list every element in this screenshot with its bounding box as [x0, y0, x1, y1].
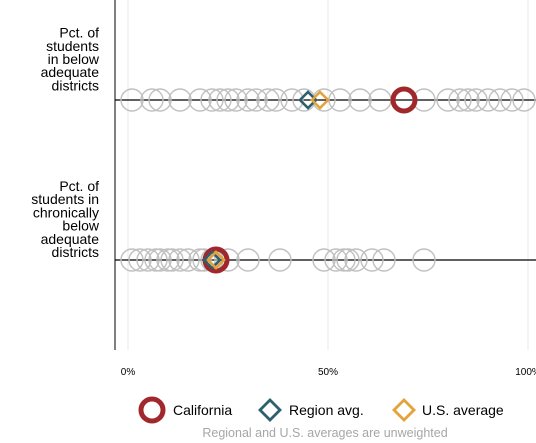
x-tick-label: 50%: [318, 367, 338, 378]
state-point: [360, 248, 384, 272]
legend-california-marker: [138, 396, 166, 424]
state-point: [448, 88, 472, 112]
state-point: [336, 248, 360, 272]
state-point: [192, 248, 216, 272]
category-label-line: students in: [31, 191, 99, 207]
state-point: [312, 248, 336, 272]
category-label-line: districts: [52, 244, 99, 260]
state-point: [436, 88, 460, 112]
category-label-line: below: [62, 218, 99, 234]
state-point: [120, 88, 144, 112]
state-point: [268, 248, 292, 272]
state-point: [224, 88, 248, 112]
region-avg-point: [202, 250, 222, 270]
state-point: [332, 248, 356, 272]
state-point: [148, 248, 172, 272]
legend-diamond-marker: [392, 398, 416, 422]
state-point: [176, 248, 200, 272]
state-point: [324, 248, 348, 272]
category-label-line: Pct. of: [59, 178, 99, 194]
category-label-line: adequate: [41, 231, 100, 247]
state-point: [244, 88, 268, 112]
state-point: [500, 88, 524, 112]
state-point: [264, 88, 288, 112]
grid-layer: [127, 0, 529, 350]
chart-note: Regional and U.S. averages are unweighte…: [202, 426, 447, 440]
state-point: [216, 88, 240, 112]
x-tick-label: 0%: [121, 367, 136, 378]
state-point: [140, 88, 164, 112]
state-point: [236, 88, 260, 112]
us-average-point: [206, 250, 226, 270]
state-point: [488, 88, 512, 112]
state-point: [156, 248, 180, 272]
state-point: [476, 88, 500, 112]
state-point: [216, 248, 240, 272]
x-tick-labels: 0% 50% 100%: [121, 367, 536, 378]
legend: California Region avg. U.S. average: [138, 396, 504, 424]
state-point: [208, 88, 232, 112]
state-point: [200, 88, 224, 112]
category-label: Pct. of students in below adequate districts: [41, 25, 100, 94]
category-label-line: districts: [52, 77, 99, 93]
state-point: [464, 88, 488, 112]
state-point: [512, 88, 536, 112]
state-point: [148, 88, 172, 112]
legend-label: Region avg.: [289, 402, 364, 418]
state-point: [344, 248, 368, 272]
category-labels: Pct. of students in below adequate districts…: [31, 25, 100, 260]
state-point: [372, 248, 396, 272]
x-tick-label: 100%: [515, 367, 536, 378]
state-point: [348, 88, 372, 112]
category-label-line: students: [46, 38, 99, 54]
state-point: [412, 248, 436, 272]
legend-label: U.S. average: [422, 402, 504, 418]
state-point: [280, 88, 304, 112]
state-point: [456, 88, 480, 112]
state-point: [136, 248, 160, 272]
category-label-line: in below: [48, 51, 100, 67]
category-label-line: chronically: [33, 204, 99, 220]
state-point: [188, 248, 212, 272]
california-point: [390, 86, 418, 114]
state-point: [256, 88, 280, 112]
state-point: [120, 248, 144, 272]
state-point: [168, 248, 192, 272]
state-point: [144, 248, 168, 272]
legend-diamond-marker: [258, 398, 282, 422]
category-label: Pct. of students in chronically below adequa…: [31, 178, 100, 260]
state-point: [188, 88, 212, 112]
state-point: [236, 248, 260, 272]
state-point: [168, 88, 192, 112]
highlight-markers: [202, 86, 418, 274]
category-label-line: adequate: [41, 64, 100, 80]
us-average-point: [310, 90, 330, 110]
category-label-line: Pct. of: [59, 25, 99, 41]
row-baselines: [115, 99, 536, 261]
state-point: [160, 248, 184, 272]
legend-label: California: [173, 402, 232, 418]
state-point: [128, 248, 152, 272]
